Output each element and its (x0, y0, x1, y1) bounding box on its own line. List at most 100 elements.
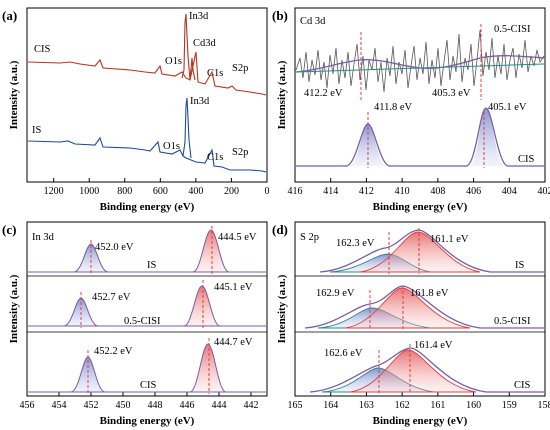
x-tick-label: 600 (153, 186, 168, 197)
panel-d-xlabel: Binding energy (eV) (373, 415, 468, 427)
x-tick-label: 410 (395, 186, 410, 197)
ann-412-2: 412.2 eV (304, 88, 343, 99)
x-tick-label: 162 (395, 400, 410, 411)
panel-c-row-cis: CIS (140, 380, 157, 391)
x-tick-label: 161 (430, 400, 445, 411)
cis-cd3d-fit (296, 107, 544, 167)
x-tick-label: 448 (148, 400, 163, 411)
panel-a-frame (26, 7, 268, 183)
panel-b-ticks: 416 414 412 410 408 406 404 402 (288, 178, 550, 197)
panel-d-label: (d) (272, 222, 288, 237)
cis-survey-peak-cd3d (189, 57, 196, 81)
is-survey-peak-in3d (182, 97, 192, 159)
ann-405-3: 405.3 eV (432, 88, 471, 99)
cis-peak-o1s: O1s (165, 56, 182, 67)
panel-d-title: S 2p (300, 232, 319, 243)
x-tick-label: 444 (212, 400, 227, 411)
x-tick-label: 414 (323, 186, 338, 197)
panel-c-label: (c) (2, 222, 16, 237)
panel-a-ylabel: Intensity (a.u.) (8, 60, 20, 129)
x-tick-label: 165 (288, 400, 303, 411)
panel-d-row-is: IS (515, 260, 524, 271)
ann-452-7: 452.7 eV (92, 292, 131, 303)
cis-series-label: CIS (34, 44, 51, 55)
ann-405-1: 405.1 eV (488, 102, 527, 113)
x-tick-label: 159 (502, 400, 517, 411)
cis-in3d-peak-1 (28, 356, 106, 393)
x-tick-label: 163 (359, 400, 374, 411)
is-in3d-peak-1 (28, 243, 109, 273)
cisi-in3d-peak-1 (28, 297, 99, 327)
ann-411-8: 411.8 eV (374, 102, 413, 113)
panel-d-frame (294, 221, 546, 397)
x-tick-label: 164 (323, 400, 338, 411)
panel-b-label: (b) (272, 8, 288, 23)
is-peak-in3d: In3d (190, 96, 210, 107)
is-survey-line (27, 136, 267, 173)
ann-444-7: 444.7 eV (214, 337, 253, 348)
panel-c-ylabel: Intensity (a.u.) (8, 274, 20, 343)
cisi-s2p-envelope (304, 285, 544, 329)
x-tick-label: 800 (117, 186, 132, 197)
panel-a: (a) Intensity (a.u.) Binding energy (eV)… (2, 7, 270, 213)
x-tick-label: 0 (265, 186, 270, 197)
cis-survey-line (27, 51, 267, 96)
ann-444-5: 444.5 eV (218, 232, 257, 243)
panel-d: (d) S 2p Intensity (a.u.) Binding energy… (272, 221, 550, 427)
panel-b: (b) Cd 3d Intensity (a.u.) Binding energ… (272, 7, 550, 213)
ann-161-4: 161.4 eV (414, 340, 453, 351)
ann-452-2: 452.2 eV (94, 346, 133, 357)
x-tick-label: 446 (180, 400, 195, 411)
cis-peak-s2p: S2p (232, 63, 248, 74)
panel-b-ylabel: Intensity (a.u.) (276, 60, 288, 129)
is-peak-o1s: O1s (163, 141, 180, 152)
panel-b-bottom-series: CIS (518, 154, 535, 165)
ann-452-0: 452.0 eV (95, 242, 134, 253)
panel-c-xlabel: Binding energy (eV) (100, 415, 195, 427)
x-tick-label: 450 (116, 400, 131, 411)
x-tick-label: 400 (188, 186, 203, 197)
panel-c-row-cisi: 0.5-CISI (124, 316, 161, 327)
x-tick-label: 416 (288, 186, 303, 197)
cisi-in3d-peak-2 (98, 285, 266, 327)
panel-d-ylabel: Intensity (a.u.) (276, 274, 288, 343)
x-tick-label: 456 (20, 400, 35, 411)
ann-162-6: 162.6 eV (324, 348, 363, 359)
x-tick-label: 402 (538, 186, 550, 197)
panel-d-row-cis: CIS (514, 380, 531, 391)
panel-d-row-cisi: 0.5-CISI (494, 316, 531, 327)
x-tick-label: 404 (502, 186, 517, 197)
panel-c: (c) In 3d Intensity (a.u.) Binding energ… (2, 221, 268, 427)
panel-a-label: (a) (2, 8, 17, 23)
x-tick-label: 454 (52, 400, 67, 411)
ann-445-1: 445.1 eV (214, 282, 253, 293)
panel-b-top-series: 0.5-CISI (494, 24, 531, 35)
is-s2p-peak-2 (359, 231, 481, 273)
ann-162-3: 162.3 eV (336, 238, 375, 249)
cis-peak-in3d: In3d (189, 11, 209, 22)
panel-c-title: In 3d (32, 232, 55, 243)
panel-b-frame (294, 7, 546, 183)
panel-c-frame (26, 221, 268, 397)
panel-b-xlabel: Binding energy (eV) (373, 201, 468, 213)
x-tick-label: 160 (466, 400, 481, 411)
x-tick-label: 408 (430, 186, 445, 197)
panel-b-title: Cd 3d (300, 16, 326, 27)
x-tick-label: 406 (466, 186, 481, 197)
x-tick-label: 412 (359, 186, 374, 197)
cis-s2p-peak-2 (349, 349, 477, 393)
cisi-fit-baseline (295, 63, 545, 73)
cis-in3d-peak-2 (105, 343, 266, 393)
x-tick-label: 452 (84, 400, 99, 411)
panel-a-xlabel: Binding energy (eV) (100, 201, 195, 213)
panel-d-ticks: 165 164 163 162 161 160 159 158 (288, 392, 550, 411)
is-peak-c1s: C1s (207, 152, 223, 163)
x-tick-label: 1000 (79, 186, 99, 197)
x-tick-label: 158 (538, 400, 550, 411)
cis-survey-peak-in3d (181, 13, 191, 81)
is-in3d-peak-2 (108, 229, 266, 273)
cisi-noisy-spectrum (295, 29, 545, 93)
x-tick-label: 1200 (44, 186, 64, 197)
cis-s2p-envelope (309, 347, 544, 393)
